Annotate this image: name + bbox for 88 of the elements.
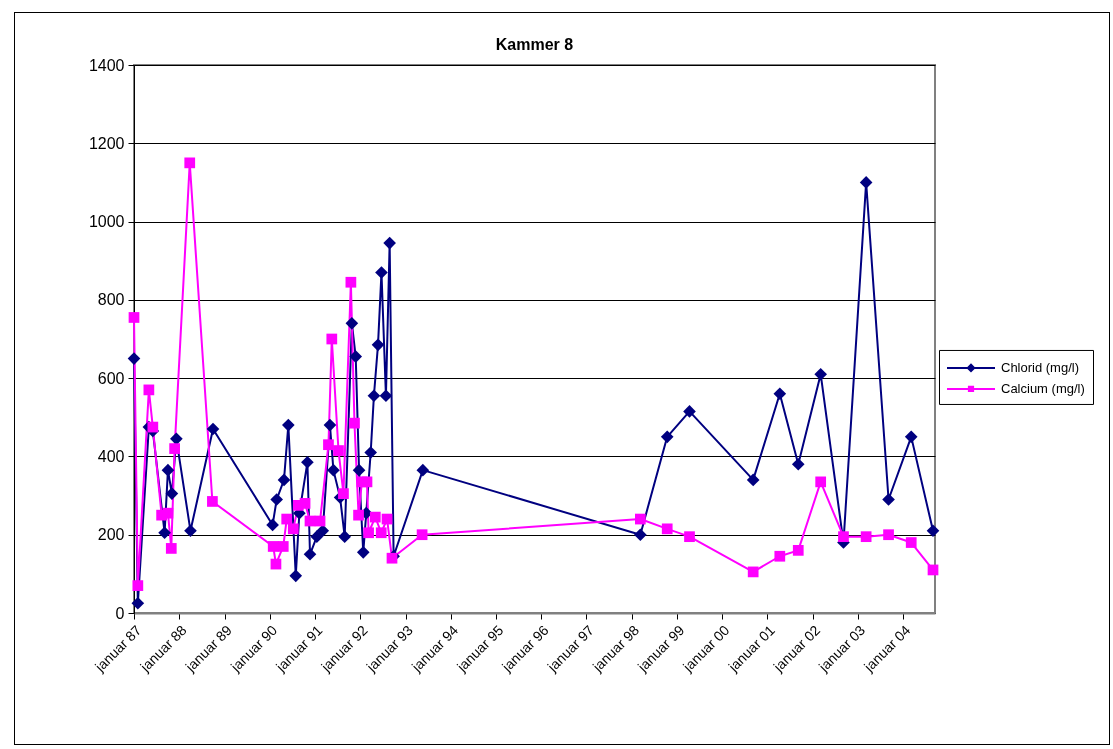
point	[634, 513, 646, 525]
point	[349, 417, 360, 429]
point	[162, 507, 174, 519]
point	[158, 526, 171, 540]
point	[792, 545, 804, 556]
point	[270, 493, 284, 506]
point	[277, 541, 289, 552]
point	[352, 463, 366, 477]
point	[207, 496, 218, 507]
point	[345, 317, 359, 330]
point	[277, 473, 291, 487]
point	[303, 547, 317, 561]
point	[299, 498, 311, 509]
point	[316, 524, 330, 538]
point	[416, 463, 430, 477]
point	[131, 596, 145, 610]
point	[184, 524, 197, 538]
point	[147, 421, 159, 433]
point	[338, 488, 349, 499]
point	[353, 509, 364, 521]
y-tick-label: 1000	[88, 213, 125, 231]
point	[814, 367, 827, 381]
point	[267, 541, 279, 552]
point	[333, 445, 344, 456]
point	[282, 418, 295, 432]
point	[838, 531, 849, 543]
point	[747, 566, 759, 578]
point	[363, 527, 374, 539]
point	[883, 529, 894, 541]
legend-label: Chlorid (mg/l)	[1001, 359, 1080, 375]
point	[634, 528, 647, 542]
point	[326, 333, 338, 345]
y-tick-label: 1200	[88, 134, 125, 152]
point	[170, 432, 183, 446]
point	[926, 524, 940, 538]
point	[904, 430, 918, 444]
y-tick-label: 0	[115, 604, 125, 622]
point	[660, 430, 674, 444]
point	[165, 487, 179, 500]
point	[791, 457, 805, 471]
point	[132, 580, 144, 591]
y-tick-label: 400	[97, 447, 125, 465]
point	[905, 537, 917, 548]
point	[323, 439, 334, 451]
point	[184, 157, 196, 169]
point	[661, 523, 673, 535]
point	[746, 473, 760, 487]
point	[338, 530, 352, 543]
point	[206, 422, 220, 436]
point	[375, 527, 387, 539]
point	[128, 312, 140, 323]
point	[683, 405, 696, 418]
point	[161, 463, 175, 477]
y-tick-label: 200	[97, 526, 125, 544]
point	[773, 387, 787, 401]
point	[356, 546, 370, 559]
point	[371, 338, 385, 352]
point	[349, 350, 363, 363]
point	[169, 443, 180, 454]
y-tick-label: 600	[97, 369, 125, 387]
point	[367, 389, 381, 403]
point	[375, 266, 388, 279]
point	[774, 550, 786, 562]
point	[301, 455, 314, 469]
point	[289, 569, 303, 583]
y-tick-label: 1400	[88, 56, 125, 74]
point	[882, 493, 895, 506]
y-tick-label: 800	[97, 291, 125, 309]
point	[379, 389, 393, 403]
point	[327, 463, 340, 477]
chart-title: Kammer 8	[495, 36, 574, 53]
point	[364, 446, 378, 459]
point	[369, 511, 381, 523]
point	[684, 531, 695, 543]
point	[287, 523, 299, 535]
point	[310, 530, 324, 543]
point	[281, 513, 293, 525]
point	[165, 543, 177, 554]
point	[383, 236, 396, 250]
point	[266, 518, 279, 532]
point	[345, 276, 357, 288]
point	[815, 476, 827, 488]
legend-label: Calcium (mg/l)	[1001, 380, 1085, 396]
point	[323, 418, 337, 432]
point	[860, 531, 872, 543]
point	[127, 352, 141, 365]
point	[416, 529, 428, 541]
point	[859, 176, 873, 189]
